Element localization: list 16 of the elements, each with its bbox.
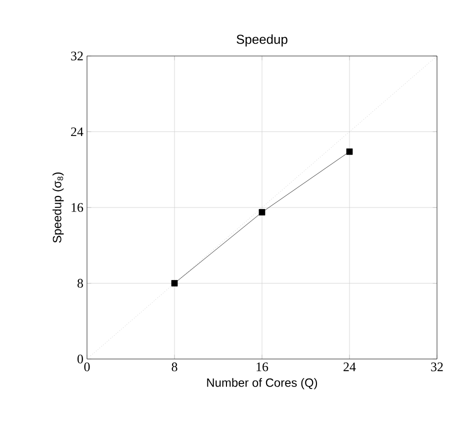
point bbox=[346, 148, 353, 155]
y-tick-label: 24 bbox=[71, 127, 84, 136]
y-tick-label: 16 bbox=[72, 203, 84, 212]
x-tick-label: 0 bbox=[84, 362, 90, 372]
x-axis-title: Number of Cores (Q) bbox=[207, 378, 318, 390]
y-tick-label: 0 bbox=[78, 354, 83, 364]
y-tick-label: 32 bbox=[71, 52, 83, 60]
point bbox=[258, 209, 266, 216]
y-axis-title: Speedup (σ$_{8}$) bbox=[52, 172, 64, 243]
x-tick-label: 32 bbox=[431, 362, 443, 372]
x-tick-label: 16 bbox=[256, 362, 268, 372]
chart-title: Speedup bbox=[236, 34, 288, 46]
x-tick-label: 8 bbox=[172, 362, 178, 372]
x-tick-label: 24 bbox=[344, 362, 356, 372]
point bbox=[171, 280, 178, 286]
y-tick-label: 8 bbox=[78, 278, 83, 288]
